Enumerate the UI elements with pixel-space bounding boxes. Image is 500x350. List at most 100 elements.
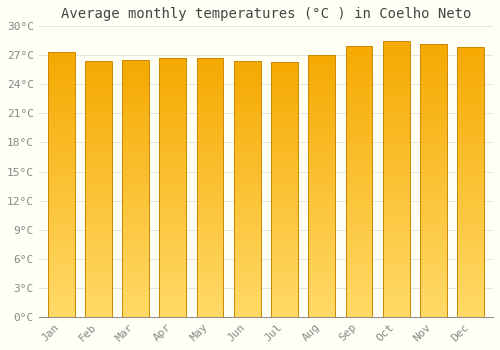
Bar [234, 189, 260, 193]
Bar [346, 59, 372, 64]
Bar [122, 223, 149, 227]
Bar [458, 303, 484, 308]
Bar [160, 145, 186, 149]
Bar [160, 265, 186, 270]
Bar [234, 261, 260, 266]
Bar [271, 139, 298, 143]
Bar [160, 140, 186, 145]
Bar [122, 137, 149, 141]
Bar [234, 65, 260, 70]
Bar [271, 228, 298, 232]
Bar [85, 261, 112, 266]
Bar [160, 110, 186, 114]
Bar [383, 59, 409, 64]
Bar [48, 295, 74, 299]
Bar [420, 221, 447, 226]
Bar [308, 273, 335, 278]
Bar [234, 202, 260, 206]
Bar [85, 274, 112, 279]
Bar [458, 47, 484, 317]
Bar [308, 225, 335, 230]
Bar [308, 195, 335, 199]
Bar [383, 216, 409, 220]
Bar [458, 155, 484, 159]
Bar [458, 200, 484, 204]
Bar [122, 197, 149, 201]
Bar [160, 244, 186, 248]
Bar [346, 118, 372, 122]
Bar [196, 58, 224, 317]
Bar [196, 63, 224, 67]
Bar [234, 134, 260, 138]
Bar [234, 193, 260, 197]
Bar [196, 270, 224, 274]
Bar [308, 77, 335, 82]
Bar [122, 248, 149, 253]
Bar [122, 141, 149, 146]
Bar [383, 275, 409, 280]
Bar [85, 99, 112, 104]
Bar [271, 308, 298, 313]
Bar [308, 186, 335, 190]
Bar [85, 304, 112, 308]
Bar [85, 236, 112, 240]
Bar [420, 62, 447, 66]
Bar [346, 208, 372, 213]
Bar [383, 211, 409, 216]
Bar [85, 248, 112, 253]
Bar [383, 308, 409, 312]
Bar [122, 167, 149, 172]
Bar [346, 141, 372, 145]
Bar [383, 312, 409, 317]
Bar [48, 206, 74, 211]
Bar [383, 299, 409, 303]
Bar [308, 142, 335, 147]
Bar [160, 214, 186, 218]
Bar [346, 213, 372, 217]
Bar [122, 86, 149, 90]
Bar [346, 149, 372, 154]
Bar [458, 110, 484, 114]
Bar [420, 248, 447, 253]
Bar [383, 64, 409, 68]
Bar [234, 117, 260, 121]
Bar [48, 264, 74, 268]
Bar [346, 249, 372, 253]
Bar [196, 166, 224, 170]
Bar [196, 304, 224, 308]
Bar [48, 149, 74, 154]
Bar [85, 87, 112, 91]
Bar [48, 313, 74, 317]
Bar [308, 190, 335, 195]
Bar [48, 52, 74, 57]
Bar [85, 104, 112, 108]
Bar [346, 64, 372, 68]
Bar [160, 93, 186, 97]
Bar [308, 182, 335, 186]
Bar [420, 217, 447, 221]
Bar [85, 244, 112, 248]
Bar [160, 248, 186, 252]
Bar [271, 105, 298, 109]
Bar [458, 209, 484, 213]
Bar [383, 151, 409, 156]
Bar [458, 69, 484, 73]
Bar [234, 248, 260, 253]
Bar [308, 125, 335, 130]
Bar [271, 121, 298, 126]
Bar [383, 257, 409, 261]
Bar [271, 71, 298, 75]
Bar [458, 254, 484, 258]
Bar [271, 134, 298, 139]
Bar [234, 163, 260, 168]
Bar [122, 205, 149, 210]
Bar [308, 221, 335, 225]
Bar [48, 154, 74, 158]
Bar [308, 260, 335, 265]
Bar [308, 134, 335, 138]
Bar [85, 125, 112, 129]
Bar [420, 212, 447, 217]
Bar [196, 196, 224, 201]
Bar [420, 253, 447, 258]
Bar [383, 128, 409, 133]
